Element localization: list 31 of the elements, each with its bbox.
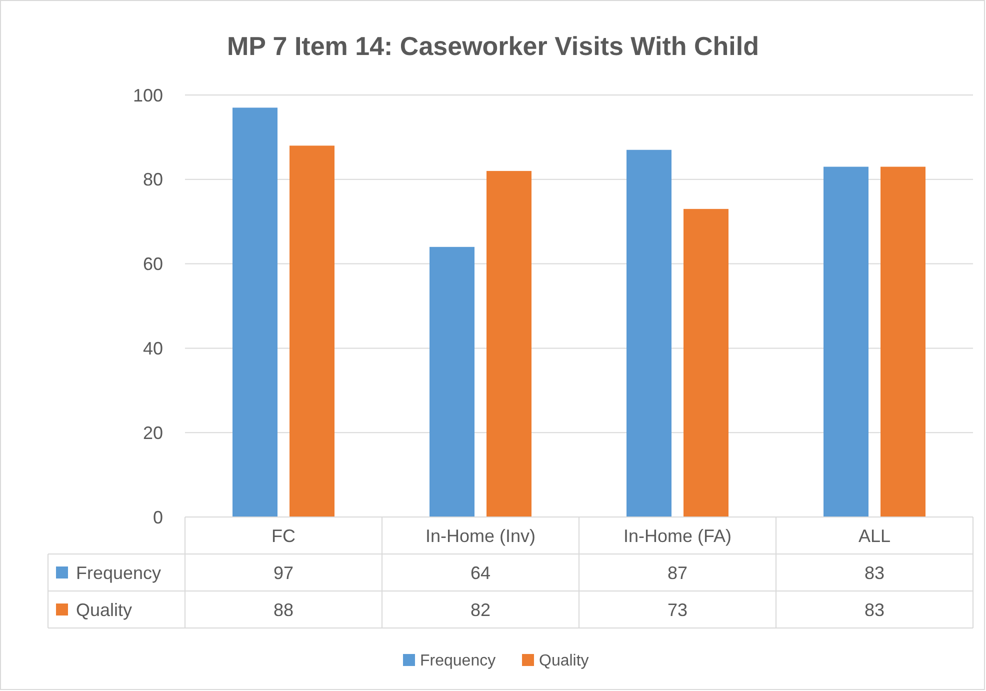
legend-label: Quality (539, 652, 589, 670)
bar (486, 170, 532, 517)
data-label: 82 (470, 600, 491, 620)
data-label: 83 (864, 562, 885, 583)
y-tick-label: 60 (142, 254, 163, 274)
y-tick-label: 80 (142, 170, 163, 190)
bar (430, 246, 474, 517)
text: Quality (76, 600, 132, 620)
legend-label: Frequency (76, 562, 162, 583)
x-tick-label: ALL (858, 526, 891, 546)
y-tick-label: 20 (142, 422, 163, 443)
data-label: 83 (864, 600, 885, 620)
x-tick-label: In-Home (Inv) (425, 526, 536, 546)
bar (824, 166, 868, 517)
bar (626, 150, 672, 517)
x-tick-label: In-Home (FA) (623, 526, 732, 546)
y-tick-label: 100 (132, 85, 163, 106)
data-label: 88 (273, 600, 294, 620)
y-tick-label: 40 (142, 338, 163, 358)
data-label: 87 (667, 562, 688, 583)
text: Frequency (420, 652, 496, 670)
bar (880, 166, 926, 517)
bar (232, 108, 278, 517)
bar (684, 208, 728, 517)
data-label: 97 (273, 562, 294, 583)
chart-title: MP 7 Item 14: Caseworker Visits With Child (227, 31, 759, 61)
data-label: 73 (667, 600, 688, 620)
data-label: 64 (470, 562, 491, 583)
bar (290, 146, 334, 517)
y-tick-label: 0 (152, 507, 163, 528)
x-tick-label: FC (272, 526, 296, 546)
